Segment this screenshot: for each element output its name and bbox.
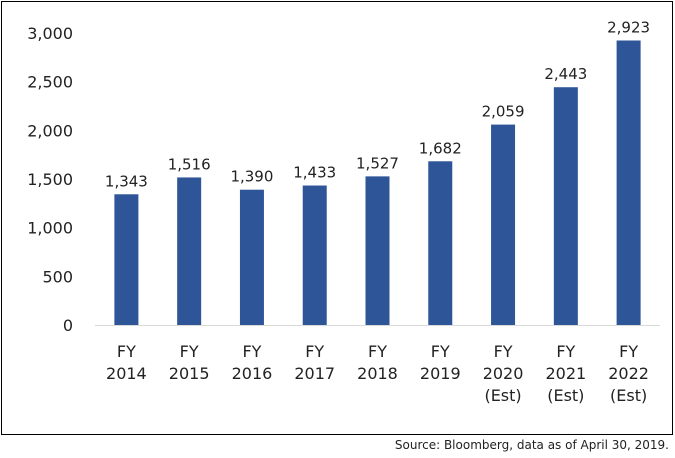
bar: [428, 161, 453, 325]
bar: [302, 185, 327, 325]
y-tick-label: 500: [42, 267, 73, 286]
x-tick-label: 2019: [420, 364, 461, 383]
y-tick-label: 3,000: [27, 24, 73, 43]
x-tick-label: (Est): [610, 386, 647, 405]
x-tick-label: 2017: [294, 364, 335, 383]
bar: [553, 87, 578, 326]
x-tick-label: FY: [494, 342, 513, 361]
y-tick-label: 1,000: [27, 219, 73, 238]
data-label: 1,682: [419, 139, 462, 157]
y-tick-label: 0: [63, 316, 73, 335]
bar: [616, 40, 641, 326]
data-label: 1,527: [356, 154, 399, 172]
data-label: 1,516: [168, 155, 211, 173]
chart-frame: [1, 1, 673, 435]
x-tick-label: FY: [431, 342, 450, 361]
bar: [365, 176, 390, 325]
x-tick-label: (Est): [484, 386, 521, 405]
x-tick-label: FY: [242, 342, 261, 361]
x-tick-label: FY: [180, 342, 199, 361]
x-tick-label: FY: [556, 342, 575, 361]
x-tick-label: 2015: [169, 364, 210, 383]
data-label: 2,059: [482, 103, 525, 121]
bar: [239, 189, 264, 325]
x-tick-label: FY: [619, 342, 638, 361]
x-tick-label: 2020: [483, 364, 524, 383]
source-note: Source: Bloomberg, data as of April 30, …: [394, 438, 669, 452]
x-tick-label: 2014: [106, 364, 147, 383]
data-label: 1,390: [230, 168, 273, 186]
x-tick-label: 2021: [545, 364, 586, 383]
x-tick-label: 2022: [608, 364, 649, 383]
data-label: 2,443: [544, 65, 587, 83]
x-tick-label: 2018: [357, 364, 398, 383]
x-tick-label: 2016: [232, 364, 273, 383]
y-tick-label: 1,500: [27, 170, 73, 189]
data-label: 1,433: [293, 164, 336, 182]
x-tick-label: FY: [117, 342, 136, 361]
y-tick-label: 2,500: [27, 73, 73, 92]
bar-chart: 0 500 1,000 1,500 2,000 2,500 3,000 1,343 FY 2014…: [27, 18, 660, 405]
y-tick-label: 2,000: [27, 121, 73, 140]
bar: [491, 124, 516, 325]
bar: [114, 194, 139, 325]
data-label: 2,923: [607, 18, 650, 36]
bar: [177, 177, 202, 325]
x-tick-label: (Est): [547, 386, 584, 405]
data-label: 1,343: [105, 172, 148, 190]
x-tick-label: FY: [305, 342, 324, 361]
x-tick-label: FY: [368, 342, 387, 361]
